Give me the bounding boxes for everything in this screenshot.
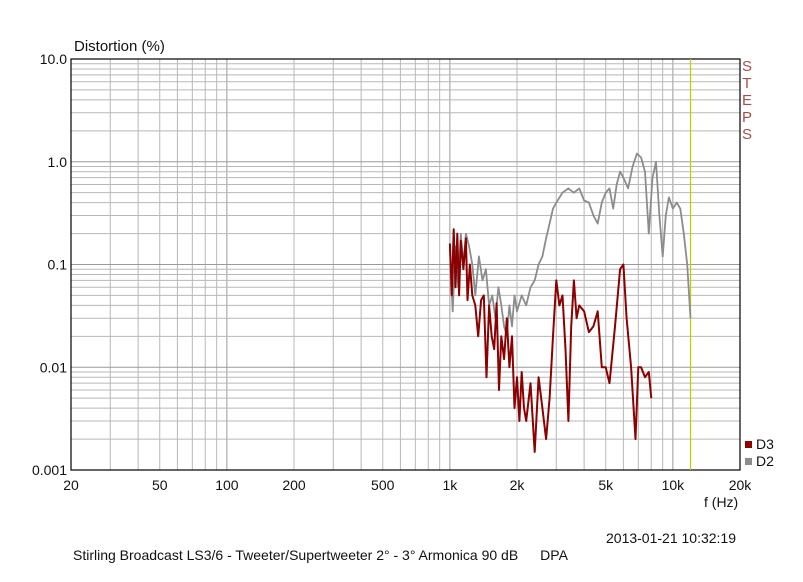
y-tick-label: 10.0 <box>40 51 67 67</box>
series-line-d2 <box>449 152 692 338</box>
x-tick-label: 10k <box>662 477 686 493</box>
steps-letter: T <box>742 75 752 92</box>
x-tick-label: 50 <box>152 477 168 493</box>
x-tick-label: 500 <box>371 477 395 493</box>
y-tick-label: 1.0 <box>48 154 68 170</box>
x-tick-label: 5k <box>598 477 614 493</box>
timestamp: 2013-01-21 10:32:19 <box>606 530 736 546</box>
footer-title: Stirling Broadcast LS3/6 - Tweeter/Super… <box>73 547 519 563</box>
footer-source: DPA <box>540 547 568 563</box>
tick-labels: 20 50 100 200 500 1k 2k 5k 10k 20k 10.0 1.0 0.1 0.01 0… <box>32 51 752 493</box>
x-tick-label: 2k <box>510 477 526 493</box>
x-tick-label: 1k <box>442 477 458 493</box>
legend: D3 D2 <box>745 436 774 470</box>
series-line-d3 <box>448 228 653 453</box>
footer-caption: Stirling Broadcast LS3/6 - Tweeter/Super… <box>73 547 568 563</box>
steps-watermark: S T E P S <box>738 58 756 143</box>
steps-letter: S <box>741 126 752 143</box>
steps-letter: P <box>741 109 752 126</box>
legend-label-d2: D2 <box>756 453 774 469</box>
legend-item-d2: D2 <box>745 453 774 470</box>
y-tick-label: 0.1 <box>48 257 68 273</box>
legend-item-d3: D3 <box>745 436 774 453</box>
legend-swatch-d3 <box>745 441 752 448</box>
steps-letter: S <box>741 58 752 75</box>
plot-frame <box>70 58 741 471</box>
legend-swatch-d2 <box>745 458 752 465</box>
x-tick-label: 20k <box>729 477 753 493</box>
y-tick-label: 0.001 <box>32 462 67 478</box>
legend-label-d3: D3 <box>756 436 774 452</box>
grid <box>70 59 741 471</box>
x-tick-label: 20 <box>63 477 79 493</box>
plot-border <box>70 58 741 471</box>
series-layer <box>448 152 692 453</box>
steps-letter: E <box>741 92 752 109</box>
y-axis-title: Distortion (%) <box>74 38 165 55</box>
x-tick-label: 200 <box>282 477 306 493</box>
x-axis-title: f (Hz) <box>704 494 739 510</box>
x-tick-label: 100 <box>215 477 239 493</box>
y-tick-label: 0.01 <box>40 359 67 375</box>
